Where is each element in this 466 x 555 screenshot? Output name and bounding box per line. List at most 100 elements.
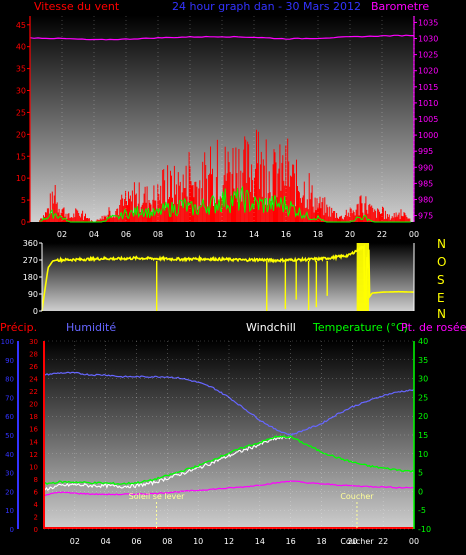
barometer-axis-title: Barometre (371, 0, 429, 13)
humidity-tick-label: 20 (29, 401, 38, 409)
precip-tick-label: 10 (5, 507, 14, 515)
precip-axis-title: Précip. (0, 321, 37, 334)
direction-panel-background (42, 243, 414, 311)
hour-tick-label: 18 (313, 230, 323, 239)
wind-tick-label: 0 (21, 218, 26, 227)
humidity-tick-label: 14 (29, 438, 38, 446)
precip-tick-label: 80 (5, 376, 14, 384)
barometer-tick-label: 990 (418, 163, 433, 172)
compass-letter: N (437, 307, 446, 321)
wind-tick-label: 10 (16, 174, 26, 183)
humidity-tick-label: 28 (29, 351, 38, 359)
direction-plot (41, 243, 414, 312)
barometer-tick-label: 1005 (418, 115, 438, 124)
humidity-tick-label: 4 (34, 501, 39, 509)
hour-tick-label: 08 (162, 537, 172, 546)
humidity-tick-label: 2 (34, 513, 38, 521)
precip-tick-label: 90 (5, 357, 14, 365)
temperature-tick-label: 20 (418, 412, 428, 421)
precip-tick-label: 50 (5, 432, 14, 440)
wind-tick-label: 20 (16, 130, 26, 139)
hour-tick-label: 20 (347, 537, 357, 546)
dewpoint-label: Pt. de rosée (401, 321, 466, 334)
humidity-tick-label: 10 (29, 463, 38, 471)
barometer-tick-label: 1010 (418, 99, 438, 108)
hour-tick-label: 22 (378, 537, 388, 546)
precip-tick-label: 40 (5, 451, 14, 459)
humidity-tick-label: 0 (34, 526, 38, 534)
precip-tick-label: 70 (5, 394, 14, 402)
hour-tick-label: 04 (101, 537, 111, 546)
temperature-tick-label: 5 (418, 469, 423, 478)
windchill-line (43, 435, 292, 491)
direction-tick-label: 90 (28, 290, 38, 299)
hour-tick-label: 10 (185, 230, 195, 239)
humidity-tick-label: 18 (29, 413, 38, 421)
windchill-label: Windchill (246, 321, 296, 334)
precip-tick-label: 20 (5, 488, 14, 496)
direction-tick-label: 180 (23, 273, 38, 282)
direction-tick-label: 360 (23, 239, 38, 248)
barometer-tick-label: 1025 (418, 51, 438, 60)
barometer-tick-label: 1020 (418, 67, 438, 76)
wind-tick-label: 5 (21, 196, 26, 205)
axes: 0510152025303540459759809859909951000100… (1, 16, 438, 546)
hour-tick-label: 00 (409, 230, 419, 239)
hour-tick-label: 06 (121, 230, 131, 239)
humidity-tick-label: 16 (29, 426, 38, 434)
temperature-tick-label: 25 (418, 393, 428, 402)
humidity-tick-label: 22 (29, 388, 38, 396)
barometer-tick-label: 980 (418, 195, 433, 204)
hour-tick-label: 20 (345, 230, 355, 239)
hour-tick-label: 16 (281, 230, 291, 239)
direction-tick-label: 0 (33, 307, 38, 316)
hour-tick-label: 18 (316, 537, 326, 546)
hour-tick-label: 14 (255, 537, 265, 546)
hour-tick-label: 16 (286, 537, 296, 546)
sunset-hour-label: Coucher (340, 537, 374, 546)
hour-tick-label: 12 (224, 537, 234, 546)
humidity-tick-label: 24 (29, 376, 38, 384)
direction-compass-letters: N O S E N (437, 237, 446, 321)
hour-tick-label: 22 (377, 230, 387, 239)
barometer-tick-label: 995 (418, 147, 433, 156)
temperature-tick-label: 30 (418, 375, 428, 384)
compass-letter: N (437, 237, 446, 251)
temperature-tick-label: -10 (418, 525, 431, 534)
barometer-tick-label: 1030 (418, 35, 438, 44)
hour-tick-label: 12 (217, 230, 227, 239)
hour-tick-label: 06 (131, 537, 141, 546)
wind-direction-block (356, 243, 370, 311)
direction-tick-label: 270 (23, 256, 38, 265)
humidity-tick-label: 30 (29, 338, 38, 346)
compass-letter: O (437, 255, 446, 269)
wind-plot (29, 34, 414, 223)
hour-tick-label: 02 (70, 537, 80, 546)
wind-axis-title: Vitesse du vent (34, 0, 120, 13)
sunrise-label: Soleil se lever (129, 492, 186, 501)
wind-gust-line (39, 185, 411, 223)
humidity-tick-label: 8 (34, 476, 38, 484)
barometer-tick-label: 985 (418, 179, 433, 188)
temperature-tick-label: 15 (418, 431, 428, 440)
precip-tick-label: 0 (10, 526, 14, 534)
barometer-tick-label: 1015 (418, 83, 438, 92)
hour-tick-label: 10 (193, 537, 203, 546)
barometer-tick-label: 1035 (418, 18, 438, 27)
hour-tick-label: 02 (57, 230, 67, 239)
hour-tick-label: 08 (153, 230, 163, 239)
humidity-tick-label: 12 (29, 451, 38, 459)
wind-direction-line (41, 243, 414, 312)
chart-title: 24 hour graph dan - 30 Mars 2012 (172, 0, 361, 13)
wind-tick-label: 45 (16, 21, 26, 30)
precip-tick-label: 30 (5, 470, 14, 478)
wind-tick-label: 35 (16, 65, 26, 74)
humidity-tick-label: 6 (34, 488, 39, 496)
barometer-tick-label: 975 (418, 212, 433, 221)
hour-tick-label: 04 (89, 230, 99, 239)
compass-letter: S (437, 273, 445, 287)
wind-tick-label: 15 (16, 152, 26, 161)
wind-panel-background (30, 16, 414, 222)
barometer-tick-label: 1000 (418, 131, 438, 140)
